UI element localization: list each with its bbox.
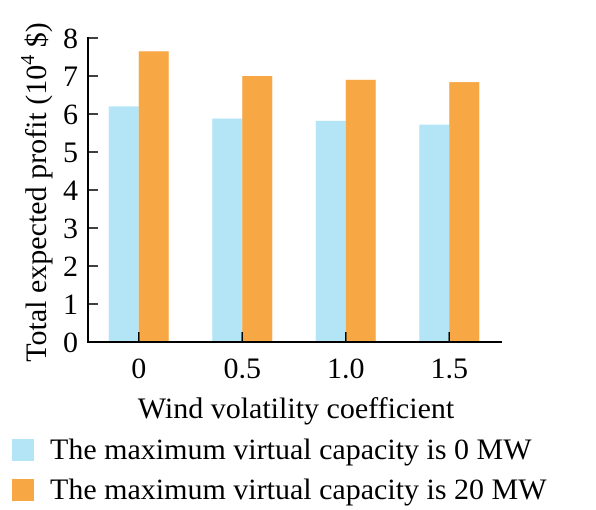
legend-item-0mw: The maximum virtual capacity is 0 MW xyxy=(12,430,596,470)
y-tick-label: 5 xyxy=(63,136,78,169)
y-tick-label: 8 xyxy=(63,22,78,55)
bar-chart: Total expected profit (104 $) 012345678 … xyxy=(17,22,502,425)
svg-text:Total expected profit (104 $): Total expected profit (104 $) xyxy=(17,22,53,361)
legend-label-20mw: The maximum virtual capacity is 20 MW xyxy=(50,473,547,506)
legend-label-0mw: The maximum virtual capacity is 0 MW xyxy=(50,433,532,466)
bar-0mw-0-5 xyxy=(212,118,243,342)
bar-0mw-1-0 xyxy=(315,120,346,342)
y-tick-label: 6 xyxy=(63,98,78,131)
legend: The maximum virtual capacity is 0 MW The… xyxy=(12,430,596,510)
x-tick-label: 1.0 xyxy=(327,352,365,385)
y-tick-label: 4 xyxy=(63,174,78,207)
bar-0mw-1-5 xyxy=(419,124,450,342)
y-axis-label: Total expected profit (104 $) xyxy=(17,22,53,361)
y-tick-label: 2 xyxy=(63,250,78,283)
y-axis-label-superscript: 4 xyxy=(17,55,39,65)
y-tick-label: 1 xyxy=(63,288,78,321)
y-ticks: 0 1 2 3 4 5 6 7 8 xyxy=(63,22,98,359)
y-tick-label: 3 xyxy=(63,212,78,245)
x-ticks: 0 0.5 1.0 1.5 xyxy=(131,332,468,385)
legend-item-20mw: The maximum virtual capacity is 20 MW xyxy=(12,470,596,510)
y-tick-label: 0 xyxy=(63,326,78,359)
bar-0mw-0 xyxy=(108,106,139,343)
x-tick-label: 1.5 xyxy=(431,352,469,385)
x-axis-label: Wind volatility coefficient xyxy=(138,392,455,425)
bar-20mw-0-5 xyxy=(242,76,273,342)
x-tick-label: 0 xyxy=(131,352,146,385)
bar-20mw-1-0 xyxy=(345,79,376,343)
x-tick-label: 0.5 xyxy=(224,352,262,385)
y-tick-label: 7 xyxy=(63,60,78,93)
bar-20mw-1-5 xyxy=(449,82,480,342)
legend-swatch-0mw xyxy=(12,439,34,461)
bars xyxy=(108,51,480,343)
legend-swatch-20mw xyxy=(12,479,34,501)
bar-20mw-0 xyxy=(138,51,169,343)
